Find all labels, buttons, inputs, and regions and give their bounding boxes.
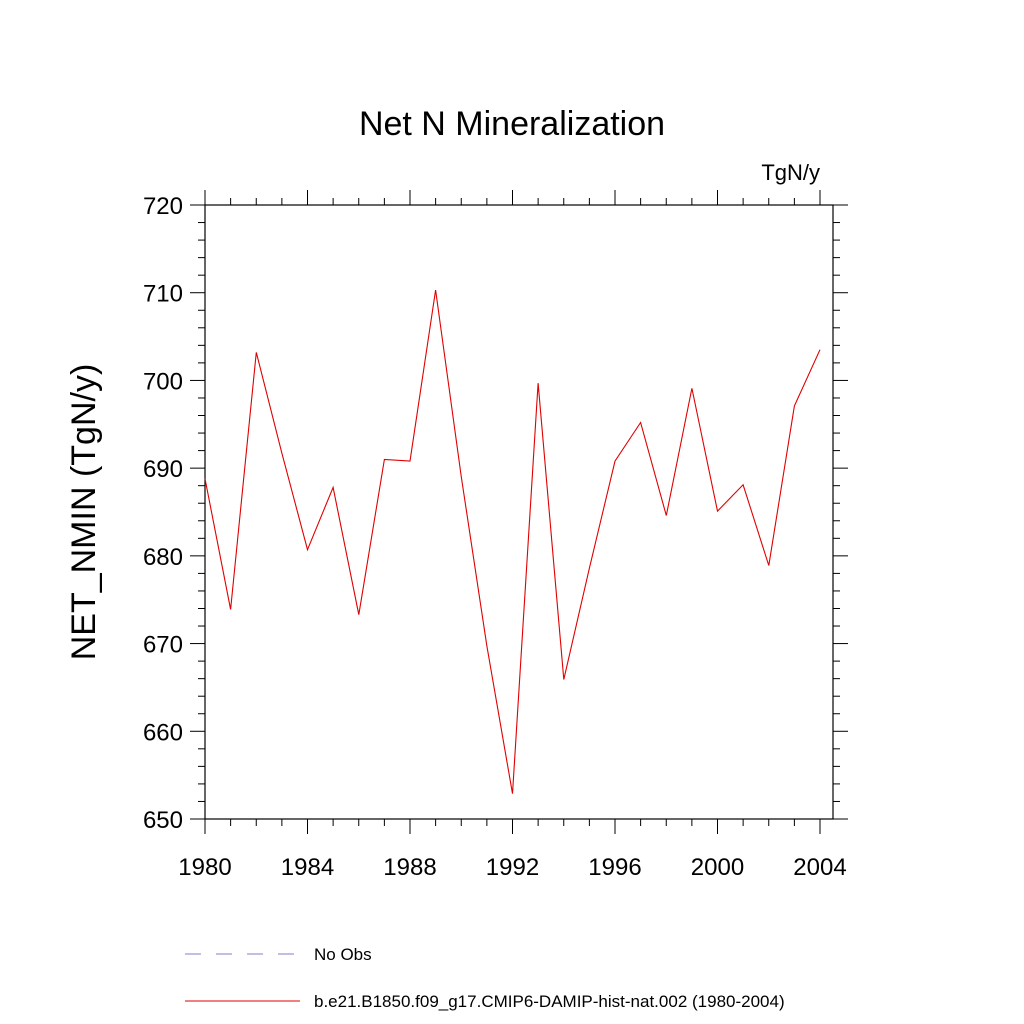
y-axis-label: NET_NMIN (TgN/y) bbox=[65, 364, 103, 661]
plot-area bbox=[204, 290, 821, 794]
chart-title: Net N Mineralization bbox=[359, 105, 665, 143]
x-tick-label: 2004 bbox=[793, 854, 846, 881]
x-tick-label: 1984 bbox=[281, 854, 334, 881]
ticks: 650 660 670 680 690 700 710 720 1980 1984 1988 1992… bbox=[143, 190, 848, 881]
legend-label: b.e21.B1850.f09_g17.CMIP6-DAMIP-hist-nat… bbox=[314, 992, 785, 1011]
x-tick-label: 1988 bbox=[383, 854, 436, 881]
series-line bbox=[204, 290, 821, 794]
y-tick-label: 680 bbox=[143, 544, 183, 571]
y-tick-label: 690 bbox=[143, 456, 183, 483]
legend-label: No Obs bbox=[314, 945, 372, 964]
y-tick-label: 670 bbox=[143, 632, 183, 659]
x-tick-label: 1992 bbox=[486, 854, 539, 881]
y-tick-label: 650 bbox=[143, 807, 183, 834]
x-tick-label: 1980 bbox=[178, 854, 231, 881]
y-tick-label: 700 bbox=[143, 368, 183, 395]
x-tick-label: 2000 bbox=[691, 854, 744, 881]
y-tick-label: 720 bbox=[143, 193, 183, 220]
y-tick-label: 710 bbox=[143, 281, 183, 308]
x-tick-label: 1996 bbox=[588, 854, 641, 881]
y-tick-label: 660 bbox=[143, 719, 183, 746]
legend: No Obs b.e21.B1850.f09_g17.CMIP6-DAMIP-hi… bbox=[185, 945, 785, 1011]
plot-frame bbox=[204, 204, 834, 820]
units-label: TgN/y bbox=[761, 160, 820, 185]
axes bbox=[204, 204, 834, 820]
